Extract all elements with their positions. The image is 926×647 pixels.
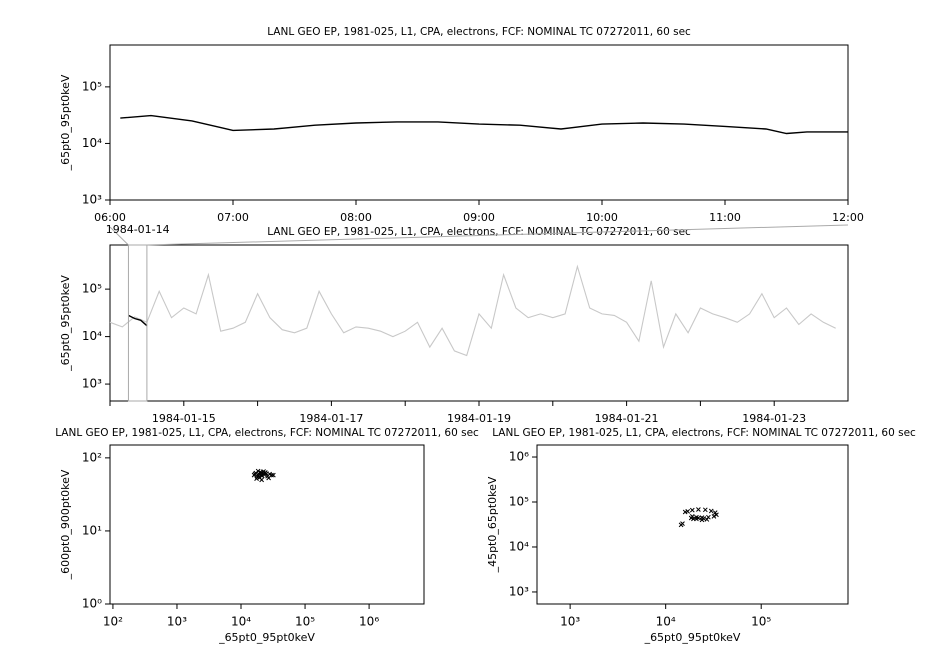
scatter-point (266, 475, 271, 481)
scatter-point (704, 517, 710, 522)
x-tick-label: 09:00 (463, 211, 495, 224)
y-axis-label: _65pt0_95pt0keV (59, 74, 72, 171)
x-tick-label: 12:00 (832, 211, 864, 224)
x-tick-label: 07:00 (217, 211, 249, 224)
x-tick-label: 10² (103, 615, 123, 629)
x-tick-label: 11:00 (709, 211, 741, 224)
x-tick-label: 08:00 (340, 211, 372, 224)
x-tick-label: 10⁵ (751, 615, 771, 629)
x-tick-label: 10⁵ (295, 615, 315, 629)
y-axis-label: _600pt0_900pt0keV (59, 469, 72, 580)
data-line (109, 264, 836, 357)
plot-frame (536, 444, 849, 605)
x-tick-label: 1984-01-21 (595, 412, 659, 425)
scatter-point (685, 508, 691, 514)
data-line (120, 114, 848, 135)
y-tick-label: 10³ (82, 377, 102, 391)
plot-frame (109, 444, 425, 605)
scatter-point (252, 471, 258, 477)
scatter-point (689, 507, 695, 513)
y-tick-label: 10⁴ (82, 329, 102, 343)
x-tick-label: 10:00 (586, 211, 618, 224)
x-tick-label: 1984-01-23 (742, 412, 806, 425)
chart-title: LANL GEO EP, 1981-025, L1, CPA, electron… (55, 427, 479, 439)
y-axis-label: _65pt0_95pt0keV (59, 275, 72, 372)
plot-frame (109, 44, 849, 201)
plot-frame (109, 244, 849, 402)
y-tick-label: 10¹ (82, 523, 102, 537)
x-tick-label: 1984-01-19 (447, 412, 511, 425)
zoom-line (109, 226, 129, 246)
y-tick-label: 10⁵ (82, 282, 102, 296)
x-axis-label: _65pt0_95pt0keV (218, 631, 315, 644)
x-axis-label: _65pt0_95pt0keV (644, 631, 741, 644)
x-tick-label: 10³ (167, 615, 187, 629)
scatter-point (256, 473, 262, 479)
y-tick-label: 10⁶ (509, 450, 529, 464)
y-tick-label: 10⁴ (509, 539, 529, 553)
scatter-point (708, 508, 714, 514)
y-tick-label: 10⁴ (82, 136, 102, 150)
x-tick-label: 10⁴ (231, 615, 251, 629)
scatter-point (696, 507, 701, 512)
scatter-point (699, 517, 705, 523)
scatter-point (714, 512, 719, 518)
zoom-annotation: 1984-01-14 (106, 223, 170, 236)
x-tick-label: 10⁶ (359, 615, 379, 629)
y-tick-label: 10⁰ (82, 597, 102, 611)
x-tick-label: 10³ (560, 615, 580, 629)
scatter-point (262, 470, 268, 476)
scatter-point (702, 507, 708, 513)
y-tick-label: 10³ (509, 584, 529, 598)
scatter-point (259, 477, 265, 483)
y-axis-label: _45pt0_65pt0keV (486, 476, 499, 573)
y-tick-label: 10⁵ (509, 494, 529, 508)
chart-title: LANL GEO EP, 1981-025, L1, CPA, electron… (267, 26, 691, 38)
chart-title: LANL GEO EP, 1981-025, L1, CPA, electron… (492, 427, 916, 439)
zoom-line (146, 224, 849, 246)
zoom-box (127, 244, 148, 402)
x-tick-label: 10⁴ (656, 615, 676, 629)
data-line (128, 314, 148, 327)
scatter-point (694, 516, 699, 522)
chart-title: LANL GEO EP, 1981-025, L1, CPA, electron… (267, 226, 691, 238)
scatter-point (706, 514, 711, 520)
x-tick-label: 1984-01-17 (299, 412, 363, 425)
scatter-point (678, 522, 684, 528)
y-tick-label: 10⁵ (82, 79, 102, 93)
x-tick-label: 1984-01-15 (152, 412, 216, 425)
y-tick-label: 10² (82, 450, 102, 464)
x-tick-label: 06:00 (94, 211, 126, 224)
scatter-point (711, 513, 717, 519)
scatter-point (271, 472, 276, 478)
y-tick-label: 10³ (82, 193, 102, 207)
